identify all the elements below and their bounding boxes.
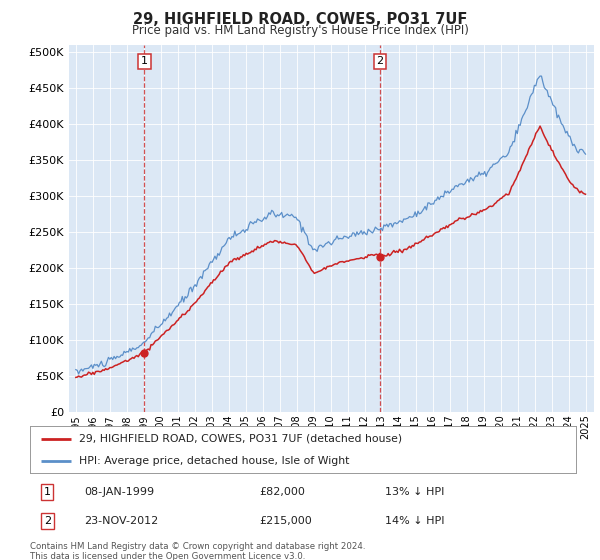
Text: £82,000: £82,000 xyxy=(259,487,305,497)
Text: Contains HM Land Registry data © Crown copyright and database right 2024.
This d: Contains HM Land Registry data © Crown c… xyxy=(30,542,365,560)
Text: Price paid vs. HM Land Registry's House Price Index (HPI): Price paid vs. HM Land Registry's House … xyxy=(131,24,469,37)
Text: 23-NOV-2012: 23-NOV-2012 xyxy=(85,516,159,526)
Text: 13% ↓ HPI: 13% ↓ HPI xyxy=(385,487,444,497)
Text: 29, HIGHFIELD ROAD, COWES, PO31 7UF (detached house): 29, HIGHFIELD ROAD, COWES, PO31 7UF (det… xyxy=(79,434,402,444)
Text: HPI: Average price, detached house, Isle of Wight: HPI: Average price, detached house, Isle… xyxy=(79,456,350,466)
Text: £215,000: £215,000 xyxy=(259,516,312,526)
Text: 08-JAN-1999: 08-JAN-1999 xyxy=(85,487,155,497)
Text: 14% ↓ HPI: 14% ↓ HPI xyxy=(385,516,445,526)
Text: 2: 2 xyxy=(376,57,383,66)
Text: 29, HIGHFIELD ROAD, COWES, PO31 7UF: 29, HIGHFIELD ROAD, COWES, PO31 7UF xyxy=(133,12,467,27)
Text: 1: 1 xyxy=(44,487,50,497)
Text: 1: 1 xyxy=(141,57,148,66)
Text: 2: 2 xyxy=(44,516,51,526)
